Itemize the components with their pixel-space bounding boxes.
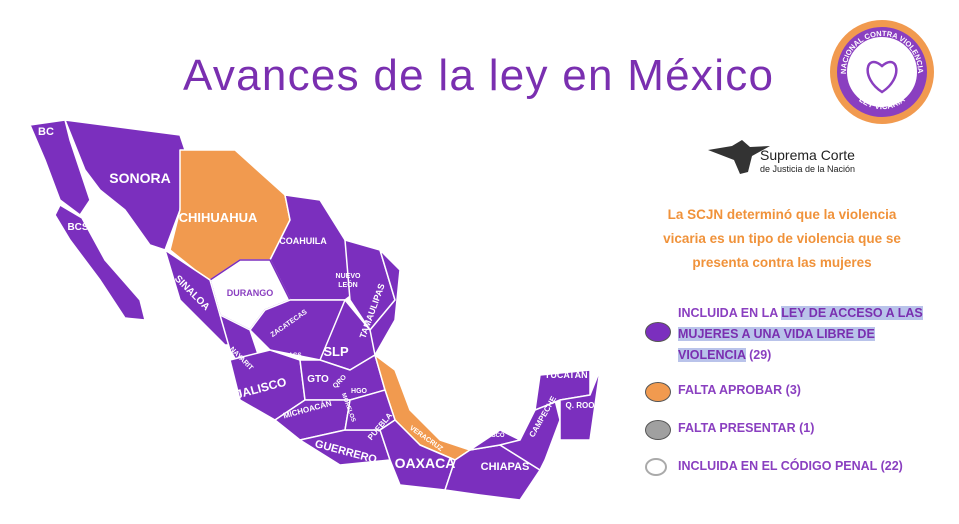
state-label: YUCATÁN [544,370,587,380]
state-label: BC [38,126,54,138]
statement-line: presenta contra las mujeres [692,255,871,270]
legend-item: FALTA PRESENTAR (1) [645,418,945,440]
legend-count: (1) [799,421,815,435]
legend-item: INCLUIDA EN EL CÓDIGO PENAL (22) [645,456,945,477]
state-label: DURANGO [227,288,274,298]
legend-swatch [645,458,667,476]
legend-count: (3) [785,383,801,397]
state-label: GTO [307,374,329,385]
state-label: SONORA [109,170,170,186]
scjn-logo: Suprema Corte de Justicia de la Nación [708,140,855,174]
legend-text: INCLUIDA EN EL CÓDIGO PENAL (22) [678,456,945,477]
state-label: BCS [67,222,88,233]
state-label: LEÓN [338,280,357,289]
legend-label: INCLUIDA EN EL CÓDIGO PENAL [678,459,878,473]
state-label: SLP [323,344,349,359]
legend-label: FALTA APROBAR [678,383,783,397]
legend-text: FALTA PRESENTAR (1) [678,418,945,439]
legend-text: INCLUIDA EN LA LEY DE ACCESO A LAS MUJER… [678,303,945,366]
states [29,119,601,501]
state-label: AGS [288,353,301,359]
statement-line: vicaria es un tipo de violencia que se [663,231,901,246]
legend-label: INCLUIDA EN LA [678,306,782,320]
state-label: CHIHUAHUA [179,210,258,225]
state-label: CHIAPAS [481,461,530,473]
state-label: COAHUILA [279,236,327,246]
legend-count: (22) [880,459,903,473]
title: Avances de la ley en México [183,51,773,100]
legend-count: (29) [749,348,772,362]
statement: La SCJN determinó que la violencia vicari… [663,207,901,270]
statement-line: La SCJN determinó que la violencia [668,207,897,222]
scjn-sub: de Justicia de la Nación [760,164,855,174]
state-label: HGO [351,388,368,395]
scjn-name: Suprema Corte [760,147,855,163]
legend-swatch [645,322,671,342]
legend-label: FALTA PRESENTAR [678,421,796,435]
state-label: Q. ROO [566,401,595,410]
state-label: OAXACA [395,455,456,471]
legend-item: FALTA APROBAR (3) [645,380,945,402]
legend-swatch [645,420,671,440]
state-label: TABASCO [475,433,505,439]
legend-swatch [645,382,671,402]
state-label: NUEVO [336,273,361,280]
legend-item: INCLUIDA EN LA LEY DE ACCESO A LAS MUJER… [645,303,945,366]
legend-text: FALTA APROBAR (3) [678,380,945,401]
